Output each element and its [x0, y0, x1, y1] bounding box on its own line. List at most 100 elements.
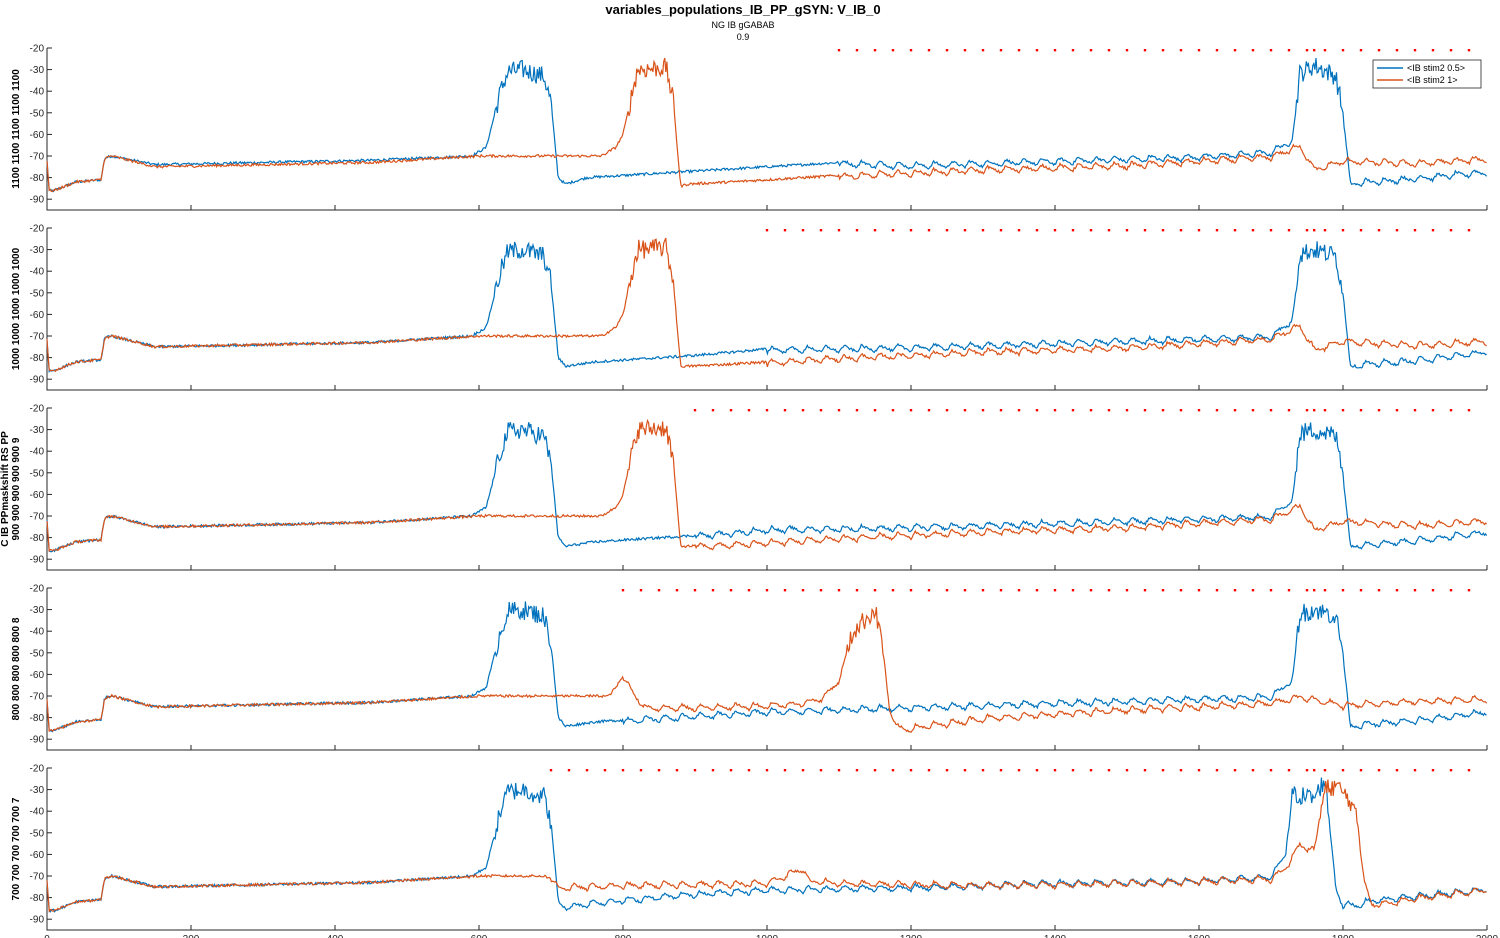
stim-marker [1287, 589, 1291, 592]
figure-subtitle-line1: NG IB gGABAB [711, 20, 774, 30]
stim-marker [1161, 229, 1165, 232]
stim-marker [1017, 229, 1021, 232]
y-tick-label: -20 [30, 44, 45, 55]
stim-marker [765, 589, 769, 592]
stim-marker [783, 769, 787, 772]
stim-marker [729, 589, 733, 592]
stim-marker [927, 409, 931, 412]
stim-marker [657, 769, 661, 772]
stim-marker [981, 589, 985, 592]
stim-marker [1053, 589, 1057, 592]
series-line-stim2-1 [46, 237, 1487, 373]
stim-marker [1161, 409, 1165, 412]
stim-marker [1053, 229, 1057, 232]
stim-marker [1449, 49, 1453, 52]
stim-marker [1467, 589, 1471, 592]
x-tick-label: 600 [471, 934, 488, 938]
stim-marker [1035, 409, 1039, 412]
stim-marker [999, 49, 1003, 52]
x-tick-label: 1600 [1188, 934, 1211, 938]
series-line-stim2-0-5 [46, 422, 1488, 553]
x-tick-label: 1000 [756, 934, 779, 938]
stim-marker [639, 769, 643, 772]
stim-marker [1089, 229, 1093, 232]
stim-marker [1089, 409, 1093, 412]
stim-marker [1323, 229, 1327, 232]
stim-marker [1341, 589, 1345, 592]
y-tick-label: -40 [30, 87, 45, 98]
stim-marker [945, 589, 949, 592]
y-tick-label: -60 [30, 850, 45, 861]
stim-marker [819, 589, 823, 592]
stim-marker [1053, 409, 1057, 412]
stim-marker [909, 589, 913, 592]
stim-marker [1233, 589, 1237, 592]
stim-marker [1071, 229, 1075, 232]
x-tick-label: 1800 [1332, 934, 1355, 938]
chart-panel-5: -90 -80 -70 -60 -50 -40 -30 -20 0 200 400 600 800 100… [11, 764, 1499, 938]
stim-marker [1395, 769, 1399, 772]
stim-marker [999, 229, 1003, 232]
stim-marker [1313, 589, 1316, 592]
stim-marker [837, 229, 841, 232]
stim-marker [585, 769, 589, 772]
panel-ylabel: 1100 1100 1100 1100 1100 [11, 69, 22, 189]
y-tick-label: -70 [30, 152, 45, 163]
stim-marker [1269, 589, 1273, 592]
stim-marker [1287, 769, 1291, 772]
stim-marker [1179, 589, 1183, 592]
stim-marker [819, 229, 823, 232]
stim-marker [1413, 769, 1417, 772]
y-tick-label: -70 [30, 872, 45, 883]
stim-marker [855, 229, 859, 232]
legend-box [1372, 59, 1482, 89]
stim-marker [1467, 49, 1471, 52]
stim-marker [1341, 409, 1345, 412]
stim-marker [945, 409, 949, 412]
stim-marker [657, 589, 661, 592]
panel-ylabel-line-2: 900 900 900 900 900 9 [11, 437, 22, 540]
stim-marker [927, 229, 931, 232]
stim-marker [855, 589, 859, 592]
stim-marker [819, 769, 823, 772]
stim-marker [1125, 49, 1129, 52]
y-tick-label: -90 [30, 555, 45, 566]
stim-marker [963, 49, 967, 52]
stim-marker [801, 409, 805, 412]
stim-marker [1215, 49, 1219, 52]
stim-marker [1395, 49, 1399, 52]
stim-marker [1377, 409, 1381, 412]
stim-marker [1287, 229, 1291, 232]
y-tick-label: -70 [30, 332, 45, 343]
y-tick-label: -60 [30, 490, 45, 501]
series-line-stim2-1 [46, 418, 1488, 553]
stim-marker [927, 589, 931, 592]
stim-marker [801, 769, 805, 772]
y-tick-label: -20 [30, 404, 45, 415]
chart-panel-4: -90 -80 -70 -60 -50 -40 -30 -20 800 800 800 800 … [11, 584, 1488, 751]
stim-marker [1179, 49, 1183, 52]
stim-marker [1215, 769, 1219, 772]
stim-marker [891, 769, 895, 772]
stim-marker [855, 769, 859, 772]
stim-marker [765, 409, 769, 412]
stim-marker [1125, 589, 1129, 592]
y-tick-label: -80 [30, 353, 45, 364]
chart-panel-3: -90 -80 -70 -60 -50 -40 -30 -20 C IB PPmaskshift… [0, 404, 1488, 571]
stim-marker [639, 589, 643, 592]
stim-marker [1233, 769, 1237, 772]
stim-marker [1233, 229, 1237, 232]
stim-marker [855, 409, 859, 412]
stim-marker [945, 229, 949, 232]
y-tick-label: -50 [30, 288, 45, 299]
stim-marker [1107, 49, 1111, 52]
stim-marker [1179, 409, 1183, 412]
stim-marker [1089, 49, 1093, 52]
x-tick-label: 200 [183, 934, 200, 938]
stim-marker [1467, 769, 1471, 772]
y-tick-label: -50 [30, 468, 45, 479]
stim-marker [837, 769, 841, 772]
y-tick-label: -20 [30, 224, 45, 235]
stim-marker [729, 769, 733, 772]
